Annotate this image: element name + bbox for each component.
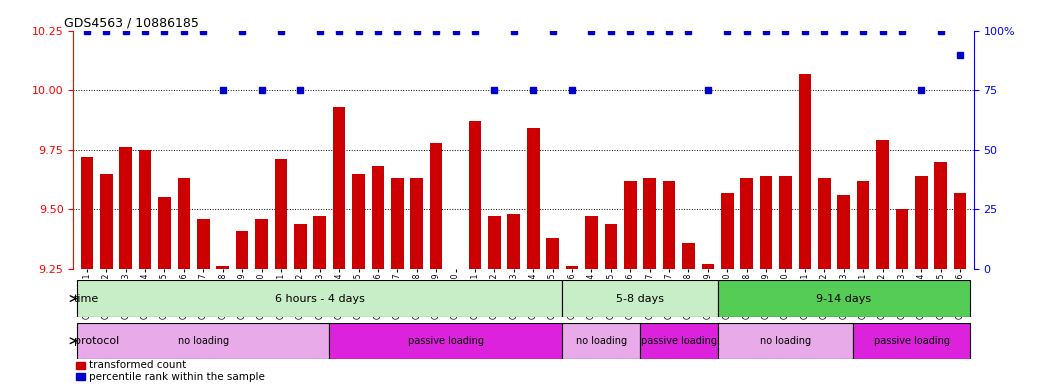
Bar (717, 280, 970, 317)
Bar (508, 214, 520, 269)
Bar (217, 266, 229, 269)
Bar (740, 178, 753, 269)
Bar (158, 197, 171, 269)
Bar (640, 323, 717, 359)
Bar (392, 178, 404, 269)
Bar (236, 231, 248, 269)
Text: passive loading: passive loading (873, 336, 950, 346)
Bar (585, 217, 598, 269)
Bar (488, 217, 500, 269)
Bar (562, 280, 717, 317)
Text: transformed count: transformed count (89, 360, 186, 370)
Bar (119, 147, 132, 269)
Bar (701, 264, 714, 269)
Bar (760, 176, 773, 269)
Bar (624, 181, 637, 269)
Bar (313, 217, 326, 269)
Text: passive loading: passive loading (408, 336, 484, 346)
Text: protocol: protocol (73, 336, 119, 346)
Bar (99, 174, 113, 269)
Bar (410, 178, 423, 269)
Bar (838, 195, 850, 269)
Bar (818, 178, 830, 269)
Bar (547, 238, 559, 269)
Bar (178, 178, 191, 269)
Bar (330, 323, 562, 359)
Bar (430, 142, 443, 269)
Bar (562, 323, 640, 359)
Bar (294, 223, 307, 269)
Bar (779, 176, 792, 269)
Text: no loading: no loading (178, 336, 229, 346)
Bar (643, 178, 655, 269)
Bar (81, 157, 93, 269)
Bar (663, 181, 675, 269)
Text: time: time (73, 293, 98, 304)
Bar (333, 107, 346, 269)
Bar (604, 223, 617, 269)
Text: passive loading: passive loading (641, 336, 717, 346)
Bar (469, 121, 482, 269)
Text: percentile rank within the sample: percentile rank within the sample (89, 372, 265, 382)
Bar (856, 181, 869, 269)
Bar (915, 176, 928, 269)
Text: GDS4563 / 10886185: GDS4563 / 10886185 (64, 17, 199, 30)
Bar (895, 209, 908, 269)
Bar (799, 74, 811, 269)
Bar (77, 280, 562, 317)
Text: no loading: no loading (576, 336, 627, 346)
Bar (77, 323, 330, 359)
Bar (717, 323, 853, 359)
Bar (954, 193, 966, 269)
Bar (139, 150, 152, 269)
Text: no loading: no loading (760, 336, 811, 346)
Bar (274, 159, 287, 269)
Bar (853, 323, 970, 359)
Bar (352, 174, 364, 269)
Text: 5-8 days: 5-8 days (616, 293, 664, 304)
Bar (255, 219, 268, 269)
Bar (527, 128, 539, 269)
Bar (934, 162, 948, 269)
Bar (76, 373, 86, 380)
Bar (372, 166, 384, 269)
Bar (565, 266, 578, 269)
Bar (197, 219, 209, 269)
Bar (683, 243, 695, 269)
Text: 6 hours - 4 days: 6 hours - 4 days (274, 293, 364, 304)
Text: 9-14 days: 9-14 days (816, 293, 871, 304)
Bar (721, 193, 734, 269)
Bar (76, 362, 86, 369)
Bar (876, 140, 889, 269)
